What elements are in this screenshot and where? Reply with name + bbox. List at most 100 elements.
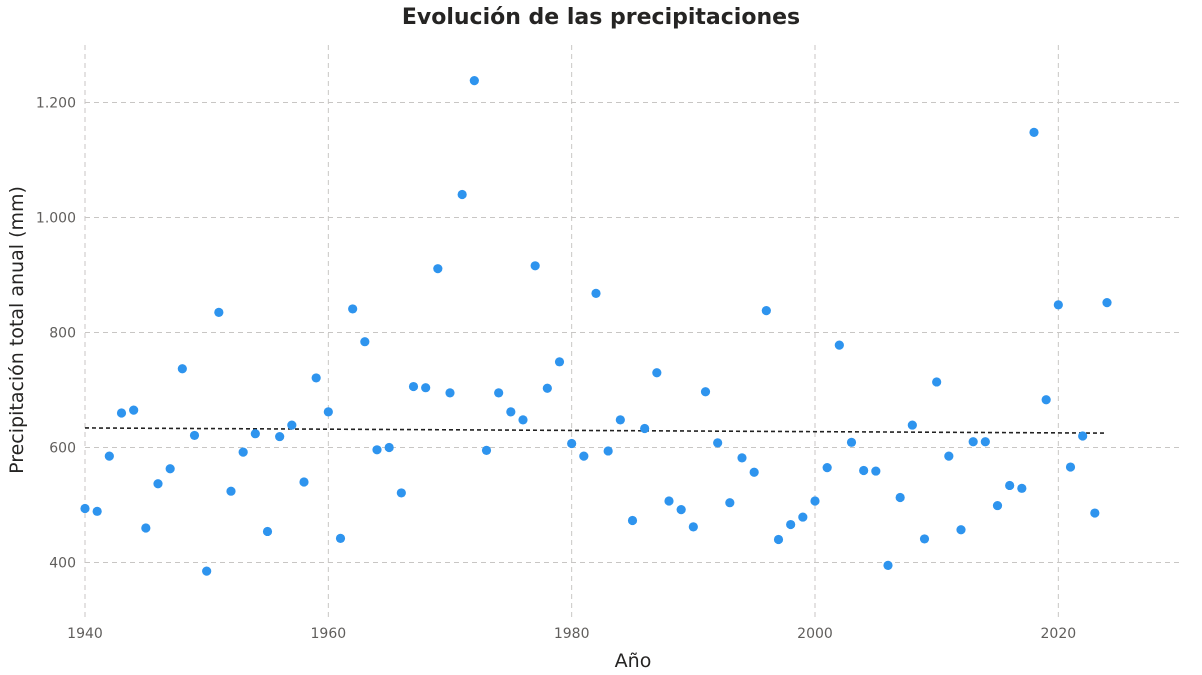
- data-point: [688, 522, 698, 532]
- data-point: [627, 515, 638, 526]
- data-point: [116, 408, 127, 418]
- data-point: [1078, 431, 1088, 441]
- data-point: [1053, 300, 1063, 310]
- data-point: [822, 463, 832, 473]
- horizontal-gridlines: [85, 102, 1180, 563]
- data-point: [250, 429, 260, 439]
- data-point: [895, 492, 905, 503]
- data-point: [457, 189, 467, 200]
- data-point: [542, 383, 552, 393]
- data-point: [214, 307, 224, 317]
- data-point: [603, 446, 613, 456]
- trend-line: [84, 427, 1108, 434]
- data-point: [287, 420, 297, 430]
- data-point: [676, 505, 686, 515]
- data-point: [1005, 480, 1015, 491]
- x-tick-label: 2000: [797, 626, 833, 642]
- data-point: [372, 445, 382, 455]
- data-point: [919, 534, 930, 544]
- data-point: [323, 407, 333, 417]
- vertical-gridlines: [84, 45, 1059, 620]
- data-point: [1041, 395, 1051, 405]
- data-point: [421, 383, 431, 393]
- data-point: [80, 503, 90, 514]
- data-point: [518, 415, 528, 425]
- data-point: [737, 453, 747, 463]
- y-axis-ticks: 400 600 800 1.000 1.200: [36, 96, 76, 572]
- data-point: [567, 438, 577, 449]
- data-point: [798, 512, 808, 522]
- data-point: [968, 437, 978, 447]
- data-point: [932, 377, 942, 387]
- data-point: [469, 76, 479, 86]
- data-point: [177, 364, 187, 374]
- data-point: [786, 519, 796, 530]
- x-axis-ticks: 1940 1960 1980 2000 2020: [67, 626, 1076, 642]
- data-point: [761, 306, 771, 316]
- x-tick-label: 1940: [67, 626, 103, 642]
- data-point: [104, 451, 114, 461]
- x-tick-label: 2020: [1041, 626, 1077, 642]
- x-tick-label: 1980: [554, 626, 590, 642]
- data-point: [129, 405, 139, 415]
- data-point: [262, 526, 273, 537]
- chart-title: Evolución de las precipitaciones: [402, 5, 800, 30]
- data-point: [202, 566, 212, 576]
- data-point: [165, 464, 175, 474]
- data-point: [481, 445, 492, 455]
- data-point: [883, 560, 893, 570]
- data-point: [554, 357, 565, 367]
- data-point: [92, 506, 102, 516]
- data-point: [859, 465, 869, 476]
- data-point: [506, 407, 516, 417]
- y-tick-label: 600: [49, 441, 76, 457]
- data-point: [749, 467, 759, 477]
- data-point: [579, 451, 589, 461]
- data-point: [1065, 462, 1076, 472]
- data-point: [664, 496, 674, 506]
- data-point: [1029, 127, 1039, 137]
- data-point: [335, 533, 346, 543]
- data-point: [980, 437, 990, 447]
- data-point: [907, 420, 917, 430]
- data-point: [615, 415, 625, 425]
- data-point: [494, 388, 504, 398]
- data-point: [713, 438, 723, 448]
- y-axis-label: Precipitación total anual (mm): [6, 186, 28, 474]
- data-point: [275, 431, 285, 442]
- data-point: [360, 337, 370, 347]
- y-tick-label: 400: [49, 556, 76, 572]
- data-point: [992, 500, 1003, 511]
- data-point: [348, 304, 358, 314]
- data-point: [141, 523, 151, 533]
- data-point: [238, 447, 248, 457]
- data-point: [299, 477, 309, 487]
- data-point: [226, 486, 236, 496]
- data-point: [1017, 483, 1027, 493]
- data-point: [1102, 298, 1112, 308]
- trend-line-group: [84, 427, 1108, 434]
- data-point: [1090, 508, 1100, 518]
- data-point: [956, 525, 966, 535]
- data-point: [396, 488, 406, 498]
- x-tick-label: 1960: [311, 626, 347, 642]
- data-point: [944, 451, 954, 461]
- y-tick-label: 1.000: [36, 211, 76, 227]
- data-points: [80, 76, 1112, 576]
- data-point: [834, 340, 844, 350]
- y-tick-label: 800: [49, 326, 76, 342]
- data-point: [408, 381, 419, 392]
- data-point: [189, 430, 200, 441]
- data-point: [700, 387, 711, 397]
- data-point: [445, 388, 455, 398]
- data-point: [773, 534, 784, 545]
- data-point: [652, 368, 662, 378]
- data-point: [640, 423, 650, 434]
- data-point: [810, 496, 820, 506]
- data-point: [725, 498, 735, 508]
- data-point: [384, 442, 394, 453]
- data-point: [871, 466, 881, 476]
- data-point: [153, 479, 163, 489]
- data-point: [591, 288, 601, 298]
